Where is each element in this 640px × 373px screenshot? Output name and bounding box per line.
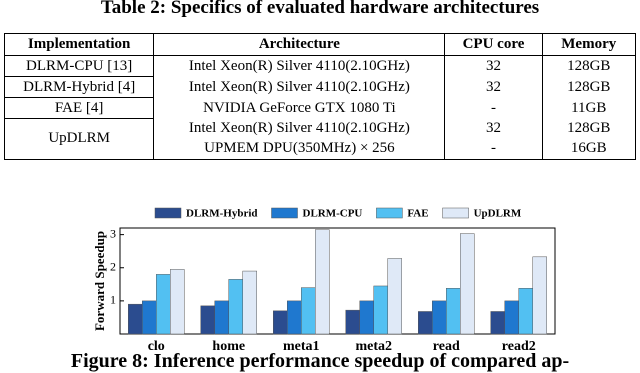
plot-frame (119, 227, 556, 335)
table-cell: DLRM-CPU [13] (3, 55, 155, 77)
bar (490, 311, 505, 335)
x-tick-label: meta2 (355, 339, 392, 354)
header-cell: Memory (541, 33, 637, 56)
bar (387, 258, 402, 335)
y-tick-label: 2 (110, 260, 116, 274)
table-cell: 128GB (541, 55, 637, 77)
table-cell: FAE [4] (3, 97, 155, 119)
legend-label: DLRM-Hybrid (186, 208, 258, 220)
bar (460, 233, 475, 335)
bar (315, 229, 330, 335)
bar (287, 300, 302, 335)
bar (432, 300, 447, 335)
table-row: FAE [4] NVIDIA GeForce GTX 1080 Ti -11GB (3, 97, 637, 119)
x-tick-label: home (212, 339, 245, 354)
x-tick-label: clo (148, 339, 165, 354)
table-cell: Intel Xeon(R) Silver 4110(2.10GHz) (153, 55, 446, 77)
x-tick-label: read2 (502, 339, 536, 354)
table-cell: 11GB (541, 97, 637, 119)
y-tick-label: 1 (110, 293, 116, 307)
table-cell: UpDLRM (3, 118, 155, 160)
bar (214, 300, 229, 335)
legend-swatch (376, 207, 403, 219)
table-row: DLRM-CPU [13] Intel Xeon(R) Silver 4110(2… (3, 55, 637, 77)
table-cell: UPMEM DPU(350MHz) × 256 (153, 138, 446, 160)
legend-label: UpDLRM (474, 208, 522, 220)
bar (156, 274, 171, 335)
legend-swatch (442, 207, 469, 219)
bar (504, 300, 519, 335)
bar (446, 288, 461, 335)
bar (273, 310, 288, 335)
table-row: UPMEM DPU(350MHz) × 256-16GB (5, 138, 637, 160)
legend-swatch (271, 207, 298, 219)
y-tick-label: 3 (110, 226, 116, 240)
figure-caption: Figure 8: Inference performance speedup … (70, 350, 570, 372)
header-cell: Implementation (3, 33, 155, 56)
legend-label: DLRM-CPU (303, 208, 363, 220)
table-cell: Intel Xeon(R) Silver 4110(2.10GHz) (153, 118, 446, 139)
table: Implementation Architecture CPU core Memory… (3, 33, 637, 160)
table-row: UpDLRM Intel Xeon(R) Silver 4110(2.10GHz)… (3, 118, 637, 160)
bar (142, 300, 157, 335)
header-cell: Architecture (153, 33, 446, 56)
bar (242, 270, 257, 335)
bar (359, 300, 374, 335)
bar (518, 288, 533, 335)
table-cell: NVIDIA GeForce GTX 1080 Ti (153, 97, 446, 119)
legend-swatch (154, 207, 182, 219)
legend-label: FAE (407, 208, 428, 220)
table-cell: DLRM-Hybrid [4] (3, 76, 155, 98)
y-axis-label: Forward Speedup (92, 231, 107, 331)
x-tick-label: meta1 (283, 339, 320, 354)
bar (418, 311, 433, 335)
table-cell: 128GB (541, 118, 637, 139)
bar (345, 309, 360, 335)
table-cell: 128GB (541, 76, 637, 98)
table-cell: Intel Xeon(R) Silver 4110(2.10GHz) (153, 76, 446, 98)
bar (301, 287, 316, 335)
bar (170, 269, 185, 335)
table-row: DLRM-Hybrid [4] Intel Xeon(R) Silver 4110… (3, 76, 637, 98)
bar (228, 279, 243, 335)
header-cell: CPU core (444, 33, 543, 56)
bar (200, 305, 215, 335)
bar (128, 303, 143, 335)
bar (532, 256, 547, 335)
bar (373, 285, 388, 335)
header-row: Implementation Architecture CPU core Memory (3, 33, 637, 56)
table-title: Table 2: Specifics of evaluated hardware… (100, 0, 540, 18)
table-cell: 16GB (541, 138, 637, 160)
x-tick-label: read (433, 339, 460, 354)
